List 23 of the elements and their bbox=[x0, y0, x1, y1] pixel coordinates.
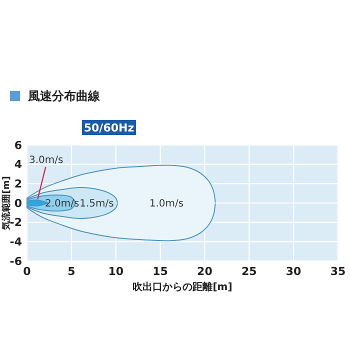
y-tick-label: -6 bbox=[10, 254, 22, 268]
x-tick-label: 15 bbox=[152, 265, 168, 278]
text: 50/60Hz bbox=[84, 122, 134, 134]
y-tick-label: 2 bbox=[14, 178, 22, 191]
x-axis-title: 吹出口からの距離[m] bbox=[132, 281, 232, 293]
x-tick-label: 20 bbox=[197, 265, 213, 278]
x-tick-label: 0 bbox=[23, 265, 32, 278]
chart-title: 風速分布曲線 bbox=[27, 89, 101, 103]
y-tick-label: 4 bbox=[14, 158, 22, 172]
x-tick-label: 30 bbox=[286, 265, 302, 278]
series-label: 1.5m/s bbox=[80, 198, 114, 210]
y-tick-label: 0 bbox=[14, 196, 22, 210]
y-tick-label: -4 bbox=[10, 236, 22, 249]
series-label: 2.0m/s bbox=[44, 198, 80, 210]
x-tick-label: 5 bbox=[68, 265, 76, 278]
y-axis-title: 気流範囲[m] bbox=[1, 176, 12, 231]
y-tick-label: -2 bbox=[10, 216, 22, 230]
text: 3.0m/s bbox=[29, 155, 64, 166]
x-tick-label: 10 bbox=[108, 265, 124, 278]
x-tick-label: 35 bbox=[330, 265, 346, 278]
y-tick-label: 6 bbox=[14, 138, 22, 152]
series-label: 1.0m/s bbox=[149, 198, 184, 210]
x-tick-label: 25 bbox=[241, 265, 257, 278]
